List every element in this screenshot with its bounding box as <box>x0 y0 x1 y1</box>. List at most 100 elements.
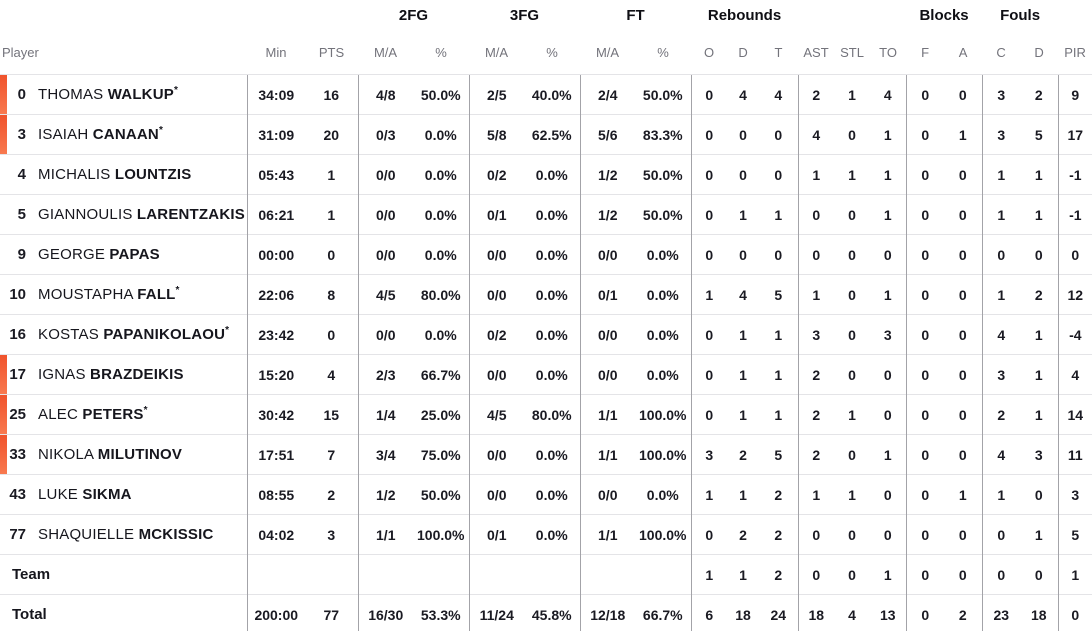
stat-blk-a: 0 <box>944 154 983 195</box>
stat-reb-o: 0 <box>690 394 728 435</box>
player-name-cell[interactable]: 43 LUKE SIKMA <box>0 474 247 515</box>
player-row: 10 MOUSTAPHA FALL* 22:06 8 4/5 80.0% 0/0 0.0% 0/… <box>0 274 1092 315</box>
stat-to: 1 <box>870 434 907 475</box>
stat-to: 1 <box>870 154 907 195</box>
stat-ft-ma: 0/0 <box>579 314 635 355</box>
stat-stl: 0 <box>834 194 871 235</box>
player-name: GEORGE PAPAS <box>38 245 160 263</box>
player-name: MOUSTAPHA FALL* <box>38 284 180 303</box>
stat-reb-o: 1 <box>690 274 728 315</box>
stat-reb-o: 1 <box>690 554 728 595</box>
player-name-cell[interactable]: 77 SHAQUIELLE MCKISSIC <box>0 514 247 555</box>
table-body: 0 THOMAS WALKUP* 34:09 16 4/8 50.0% 2/5 40.0% 2/… <box>0 74 1092 631</box>
stat-fg2-ma: 0/0 <box>357 314 413 355</box>
stat-fg3-ma: 0/0 <box>468 234 524 275</box>
stat-blk-a: 1 <box>944 474 983 515</box>
stat-fg3-pct: 0.0% <box>524 194 580 235</box>
stat-stl: 0 <box>834 114 871 155</box>
stat-ast: 0 <box>797 514 835 555</box>
jersey-number: 5 <box>17 205 26 223</box>
stat-ast: 1 <box>797 274 835 315</box>
stat-fg3-pct: 0.0% <box>524 474 580 515</box>
col-header-2fg-ma: M/A <box>373 44 398 60</box>
stat-blk-f: 0 <box>905 394 945 435</box>
stat-reb-o: 0 <box>690 314 728 355</box>
player-name-cell[interactable]: 33 NIKOLA MILUTINOV <box>0 434 247 475</box>
stat-fg3-ma: 0/1 <box>468 514 524 555</box>
group-header-spacer <box>798 0 906 30</box>
stat-foul-d: 3 <box>1020 434 1059 475</box>
stat-ft-ma: 0/0 <box>579 474 635 515</box>
jersey-number: 77 <box>9 525 26 543</box>
player-name-cell[interactable]: 5 GIANNOULIS LARENTZAKIS <box>0 194 247 235</box>
col-header-ast: AST <box>803 44 829 60</box>
stat-blk-f: 0 <box>905 594 945 631</box>
stat-ft-pct: 0.0% <box>635 234 692 275</box>
jersey-number: 17 <box>9 365 26 383</box>
stat-blk-f: 0 <box>905 474 945 515</box>
stat-to: 1 <box>870 194 907 235</box>
stat-foul-c: 1 <box>981 474 1021 515</box>
group-header-blocks: Blocks <box>919 6 969 24</box>
col-header-pir: PIR <box>1064 44 1086 60</box>
stat-reb-t: 2 <box>759 514 799 555</box>
stat-pir: 11 <box>1057 434 1092 475</box>
stat-foul-d: 2 <box>1020 274 1059 315</box>
player-name-cell[interactable]: 25 ALEC PETERS* <box>0 394 247 435</box>
stat-pir: 5 <box>1057 514 1092 555</box>
player-name-cell[interactable]: 17 IGNAS BRAZDEIKIS <box>0 354 247 395</box>
stat-pir: 1 <box>1057 554 1092 595</box>
stat-pts: 16 <box>305 74 358 115</box>
stat-reb-t: 24 <box>759 594 799 631</box>
player-row: 0 THOMAS WALKUP* 34:09 16 4/8 50.0% 2/5 40.0% 2/… <box>0 74 1092 115</box>
player-name-cell[interactable]: 4 MICHALIS LOUNTZIS <box>0 154 247 195</box>
stat-blk-f: 0 <box>905 274 945 315</box>
stat-fg2-ma: 0/0 <box>357 154 413 195</box>
stat-fg2-ma: 2/3 <box>357 354 413 395</box>
player-row: 16 KOSTAS PAPANIKOLAOU* 23:42 0 0/0 0.0% 0/2 0.… <box>0 314 1092 355</box>
stat-stl: 0 <box>834 234 871 275</box>
on-court-indicator <box>0 75 7 114</box>
stat-reb-o: 0 <box>690 154 728 195</box>
player-name-cell[interactable]: 3 ISAIAH CANAAN* <box>0 114 247 155</box>
stat-fg2-ma: 0/0 <box>357 234 413 275</box>
starter-asterisk: * <box>143 404 148 416</box>
stat-ft-pct <box>635 554 692 595</box>
stat-reb-o: 3 <box>690 434 728 475</box>
player-name-cell[interactable]: 10 MOUSTAPHA FALL* <box>0 274 247 315</box>
col-header-reb-o: O <box>703 44 715 60</box>
stat-reb-d: 4 <box>727 274 760 315</box>
stat-reb-t: 0 <box>759 234 799 275</box>
jersey-number: 33 <box>9 445 26 463</box>
stat-pir: 0 <box>1057 234 1092 275</box>
stat-stl: 1 <box>834 154 871 195</box>
stat-foul-c: 1 <box>981 274 1021 315</box>
stat-min: 200:00 <box>246 594 305 631</box>
player-name: LUKE SIKMA <box>38 485 132 503</box>
stat-fg3-pct: 0.0% <box>524 234 580 275</box>
stat-foul-d: 1 <box>1020 314 1059 355</box>
starter-asterisk: * <box>158 124 164 136</box>
player-name: IGNAS BRAZDEIKIS <box>38 365 184 383</box>
stat-reb-o: 1 <box>690 474 728 515</box>
player-name-cell[interactable]: 9 GEORGE PAPAS <box>0 234 247 275</box>
stat-min: 23:42 <box>246 314 305 355</box>
stat-reb-t: 5 <box>759 434 799 475</box>
player-name-cell[interactable]: 0 THOMAS WALKUP* <box>0 74 247 115</box>
stat-fg2-ma: 0/3 <box>357 114 413 155</box>
stat-ft-ma: 0/0 <box>579 354 635 395</box>
column-header-row: Player Min PTS M/A % M/A % M/A % O D T A… <box>0 30 1092 75</box>
table-header: 2FG 3FG FT Rebounds Blocks Fouls Player … <box>0 0 1092 75</box>
player-row: 4 MICHALIS LOUNTZIS 05:43 1 0/0 0.0% 0/2 0.0% 1/… <box>0 154 1092 195</box>
stat-to: 1 <box>870 114 907 155</box>
stat-ft-pct: 100.0% <box>635 514 692 555</box>
player-name-cell[interactable]: 16 KOSTAS PAPANIKOLAOU* <box>0 314 247 355</box>
group-header-ft: FT <box>626 6 645 24</box>
summary-row: Team 1 1 2 0 0 1 0 0 0 0 1 <box>0 554 1092 595</box>
stat-pir: -4 <box>1057 314 1092 355</box>
stat-fg3-ma: 0/0 <box>468 274 524 315</box>
stat-ft-ma: 0/0 <box>579 234 635 275</box>
stat-fg3-pct: 0.0% <box>524 154 580 195</box>
stat-fg2-pct: 80.0% <box>413 274 469 315</box>
